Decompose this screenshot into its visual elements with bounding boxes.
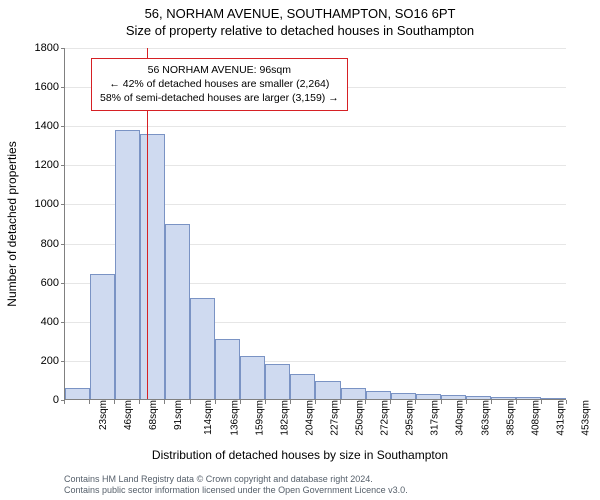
annotation-box: 56 NORHAM AVENUE: 96sqm← 42% of detached… bbox=[91, 58, 348, 111]
x-tick-mark bbox=[89, 400, 90, 404]
x-tick-mark bbox=[491, 400, 492, 404]
histogram-bar bbox=[65, 388, 90, 399]
annotation-line2: ← 42% of detached houses are smaller (2,… bbox=[100, 77, 339, 91]
x-tick-mark bbox=[340, 400, 341, 404]
y-axis-label: Number of detached properties bbox=[5, 141, 19, 306]
x-tick-mark bbox=[164, 400, 165, 404]
x-tick-label: 431sqm bbox=[555, 400, 566, 436]
y-tick-label: 600 bbox=[41, 277, 65, 289]
x-tick-label: 68sqm bbox=[148, 400, 159, 430]
histogram-bar bbox=[90, 274, 115, 399]
histogram-bar bbox=[315, 381, 340, 399]
histogram-bar bbox=[516, 397, 541, 399]
y-tick-label: 400 bbox=[41, 316, 65, 328]
x-tick-label: 91sqm bbox=[173, 400, 184, 430]
x-tick-mark bbox=[64, 400, 65, 404]
histogram-bar bbox=[491, 397, 516, 399]
x-tick-mark bbox=[415, 400, 416, 404]
x-axis-label: Distribution of detached houses by size … bbox=[0, 448, 600, 462]
y-tick-label: 1800 bbox=[35, 42, 65, 54]
x-tick-label: 363sqm bbox=[480, 400, 491, 436]
x-tick-label: 272sqm bbox=[380, 400, 391, 436]
y-tick-label: 800 bbox=[41, 238, 65, 250]
x-tick-label: 250sqm bbox=[355, 400, 366, 436]
x-tick-label: 114sqm bbox=[203, 400, 214, 435]
x-tick-label: 317sqm bbox=[430, 400, 441, 436]
histogram-bar bbox=[240, 356, 265, 399]
x-tick-label: 385sqm bbox=[505, 400, 516, 436]
x-tick-mark bbox=[114, 400, 115, 404]
x-tick-mark bbox=[190, 400, 191, 404]
y-tick-label: 1400 bbox=[35, 120, 65, 132]
x-tick-label: 453sqm bbox=[580, 400, 591, 436]
attribution-line1: Contains HM Land Registry data © Crown c… bbox=[64, 474, 408, 485]
y-tick-label: 1200 bbox=[35, 159, 65, 171]
x-tick-mark bbox=[365, 400, 366, 404]
x-tick-mark bbox=[290, 400, 291, 404]
histogram-bar bbox=[416, 394, 441, 399]
histogram-bar bbox=[290, 374, 315, 399]
histogram-bar bbox=[341, 388, 366, 399]
x-tick-label: 295sqm bbox=[405, 400, 416, 436]
x-tick-mark bbox=[541, 400, 542, 404]
x-tick-mark bbox=[240, 400, 241, 404]
x-tick-mark bbox=[265, 400, 266, 404]
x-tick-mark bbox=[566, 400, 567, 404]
chart-title-address: 56, NORHAM AVENUE, SOUTHAMPTON, SO16 6PT bbox=[0, 6, 600, 21]
x-tick-label: 408sqm bbox=[530, 400, 541, 436]
x-tick-mark bbox=[315, 400, 316, 404]
histogram-bar bbox=[165, 224, 190, 400]
histogram-bar bbox=[265, 364, 290, 399]
histogram-bar bbox=[466, 396, 491, 399]
x-tick-label: 340sqm bbox=[455, 400, 466, 436]
attribution-line2: Contains public sector information licen… bbox=[64, 485, 408, 496]
annotation-line1: 56 NORHAM AVENUE: 96sqm bbox=[100, 63, 339, 77]
histogram-bar bbox=[140, 134, 165, 399]
chart-subtitle: Size of property relative to detached ho… bbox=[0, 23, 600, 38]
x-tick-mark bbox=[466, 400, 467, 404]
x-tick-mark bbox=[441, 400, 442, 404]
x-tick-label: 23sqm bbox=[98, 400, 109, 430]
x-tick-label: 227sqm bbox=[329, 400, 340, 436]
histogram-bar bbox=[115, 130, 140, 399]
x-tick-label: 159sqm bbox=[254, 400, 265, 436]
y-tick-label: 1600 bbox=[35, 81, 65, 93]
x-tick-mark bbox=[215, 400, 216, 404]
histogram-bar bbox=[190, 298, 215, 399]
x-tick-mark bbox=[139, 400, 140, 404]
y-tick-label: 1000 bbox=[35, 198, 65, 210]
histogram-bar bbox=[541, 398, 566, 399]
x-axis-ticks: 23sqm 46sqm 68sqm 91sqm 114sqm 136sqm 159sqm 18… bbox=[64, 400, 566, 450]
x-tick-mark bbox=[390, 400, 391, 404]
x-tick-mark bbox=[516, 400, 517, 404]
x-tick-label: 204sqm bbox=[304, 400, 315, 436]
histogram-bar bbox=[366, 391, 391, 399]
x-tick-label: 136sqm bbox=[229, 400, 240, 436]
histogram-bar bbox=[391, 393, 416, 399]
x-tick-label: 46sqm bbox=[123, 400, 134, 430]
histogram-bar bbox=[215, 339, 240, 399]
y-tick-label: 200 bbox=[41, 355, 65, 367]
attribution-text: Contains HM Land Registry data © Crown c… bbox=[64, 474, 408, 496]
histogram-bar bbox=[441, 395, 466, 399]
annotation-line3: 58% of semi-detached houses are larger (… bbox=[100, 91, 339, 105]
x-tick-label: 182sqm bbox=[279, 400, 290, 436]
chart-title-block: 56, NORHAM AVENUE, SOUTHAMPTON, SO16 6PT… bbox=[0, 0, 600, 38]
plot-area: 02004006008001000120014001600180056 NORH… bbox=[64, 48, 566, 400]
